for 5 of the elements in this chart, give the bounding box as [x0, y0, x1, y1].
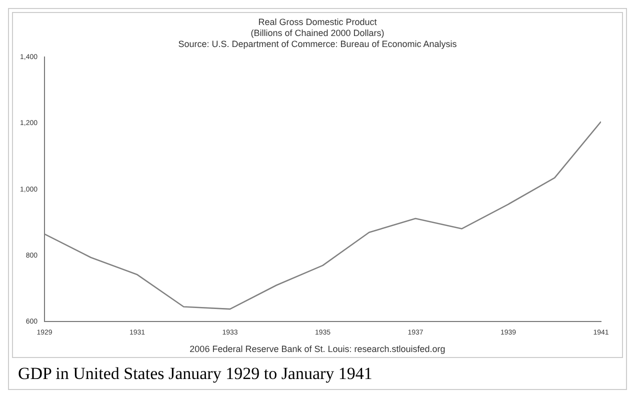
text: 2006 Federal Reserve Bank of St. Louis: research.stlouisfed.org [188, 344, 446, 355]
text: GDP in United States January 1929 to January 1941 [17, 363, 374, 385]
source-note: Source: U.S. Department of Commerce: Bureau of Economic Analysis [177, 39, 458, 50]
chart-subtitle: (Billions of Chained 2000 Dollars) [250, 28, 386, 39]
chart-title: Real Gross Domestic Product [257, 17, 378, 28]
